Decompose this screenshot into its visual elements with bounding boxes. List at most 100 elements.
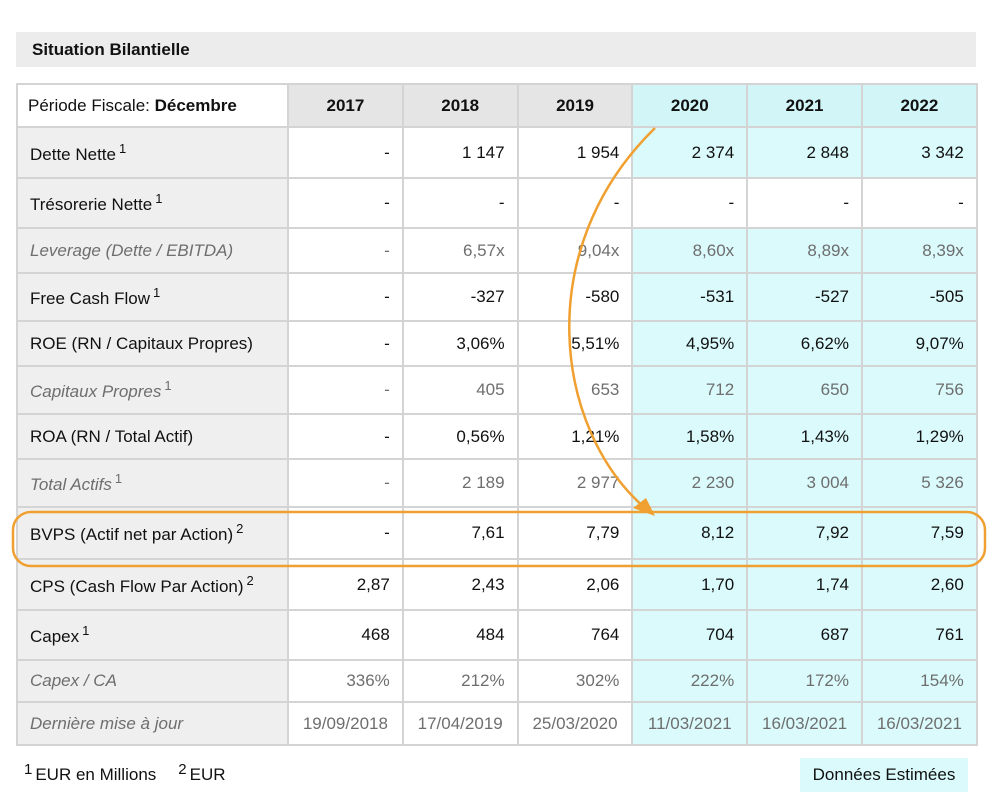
value-cell: 16/03/2021 (746, 701, 863, 746)
value-cell: 9,04x (516, 227, 634, 274)
value-cell: 484 (401, 609, 519, 661)
value-cell: 2 189 (401, 458, 519, 508)
table-row: Dette Nette 1-1 147 1 954 2 374 2 848 3 342 (16, 126, 978, 179)
value-cell: 8,39x (860, 227, 978, 274)
value-cell: 2,87 (287, 558, 404, 611)
value-cell: 468 (287, 609, 404, 661)
value-cell: 19/09/2018 (287, 701, 404, 746)
value-cell: 7,61 (401, 506, 519, 560)
row-label-cell: BVPS (Actif net par Action) 2 (16, 506, 289, 560)
value-cell: - (401, 177, 519, 229)
value-cell: 9,07% (860, 320, 978, 367)
value-cell: 212% (401, 659, 519, 703)
footnote-2-mark: 2 (178, 761, 187, 778)
footnote-marker: 1 (119, 140, 127, 156)
value-cell: 2 230 (631, 458, 749, 508)
row-label-cell: Leverage (Dette / EBITDA) (16, 227, 289, 274)
row-label: CPS (Cash Flow Par Action) (30, 576, 244, 596)
footnote-marker: 1 (82, 623, 90, 638)
table-row: ROE (RN / Capitaux Propres) -3,06% 5,51% 4,… (16, 320, 978, 367)
value-cell: 2,43 (401, 558, 519, 611)
row-label-cell: ROE (RN / Capitaux Propres) (16, 320, 289, 367)
value-cell: 11/03/2021 (631, 701, 749, 746)
value-cell: 5,51% (516, 320, 634, 367)
value-cell: 764 (516, 609, 634, 661)
table-row: Trésorerie Nette 1- - - - - - (16, 177, 978, 229)
value-cell: - (746, 177, 863, 229)
value-cell: 0,56% (401, 413, 519, 460)
value-cell: - (516, 177, 634, 229)
year-header: 2018 (401, 83, 519, 128)
value-cell: 650 (746, 365, 863, 415)
fiscal-period-cell: Période Fiscale: Décembre (16, 83, 289, 128)
value-cell: 2 977 (516, 458, 634, 508)
row-label: Leverage (Dette / EBITDA) (30, 240, 234, 260)
value-cell: 3,06% (401, 320, 519, 367)
value-cell: -327 (401, 272, 519, 322)
value-cell: - (287, 506, 404, 560)
value-cell: 1,43% (746, 413, 863, 460)
value-cell: - (287, 365, 404, 415)
value-cell: - (287, 272, 404, 322)
value-cell: 2 374 (631, 126, 749, 179)
value-cell: 302% (516, 659, 634, 703)
value-cell: 405 (401, 365, 519, 415)
value-cell: 1,21% (516, 413, 634, 460)
value-cell: 8,89x (746, 227, 863, 274)
value-cell: 3 004 (746, 458, 863, 508)
table-row: CPS (Cash Flow Par Action) 2 2,87 2,43 2,06 1… (16, 558, 978, 611)
footnote-2-text: EUR (189, 765, 226, 784)
value-cell: -505 (860, 272, 978, 322)
footnote-marker: 1 (155, 191, 163, 206)
row-label: Trésorerie Nette (30, 195, 153, 214)
footnote-marker: 1 (152, 285, 161, 300)
section-header: Situation Bilantielle (16, 32, 976, 67)
value-cell: 756 (860, 365, 978, 415)
value-cell: 653 (516, 365, 634, 415)
table-row: Free Cash Flow 1- -327 -580 -531 -527 -505 (16, 272, 978, 322)
row-label-cell: Capitaux Propres 1 (16, 365, 289, 415)
row-label-cell: Free Cash Flow 1 (16, 272, 289, 322)
value-cell: -531 (631, 272, 749, 322)
table-row: Capex / CA 336% 212% 302% 222% 172% 154% (16, 659, 978, 703)
footnote-marker: 1 (164, 378, 172, 393)
value-cell: 172% (746, 659, 863, 703)
row-label-cell: Capex / CA (16, 659, 289, 703)
footnote-marker: 1 (114, 471, 123, 486)
table-row: BVPS (Actif net par Action) 2-7,61 7,79 8,1… (16, 506, 978, 560)
value-cell: 2,60 (860, 558, 978, 611)
value-cell: 1,74 (746, 558, 863, 611)
value-cell: - (287, 227, 404, 274)
value-cell: 761 (860, 609, 978, 661)
footnote-marker: 2 (236, 521, 244, 536)
row-label-cell: Total Actifs 1 (16, 458, 289, 508)
value-cell: 712 (631, 365, 749, 415)
row-label-cell: Dernière mise à jour (16, 701, 289, 746)
footnotes: 1 EUR en Millions 2 EUR (24, 761, 226, 785)
year-header-estimated: 2022 (860, 83, 978, 128)
row-label-cell: Dette Nette 1 (16, 126, 289, 179)
value-cell: - (287, 177, 404, 229)
value-cell: 7,59 (860, 506, 978, 560)
balance-sheet-table: Période Fiscale: Décembre 2017 2018 2019… (16, 83, 978, 746)
value-cell: - (287, 413, 404, 460)
value-cell: -527 (746, 272, 863, 322)
year-header-estimated: 2021 (746, 83, 863, 128)
table-row: Leverage (Dette / EBITDA) -6,57x 9,04x 8,60… (16, 227, 978, 274)
value-cell: - (631, 177, 749, 229)
row-label: BVPS (Actif net par Action) (30, 525, 234, 544)
value-cell: 1,29% (860, 413, 978, 460)
value-cell: 5 326 (860, 458, 978, 508)
table-row: Capitaux Propres 1-405 653 712 650 756 (16, 365, 978, 415)
table-row: Total Actifs 1-2 189 2 977 2 230 3 004 5 326 (16, 458, 978, 508)
value-cell: 1,58% (631, 413, 749, 460)
value-cell: -580 (516, 272, 634, 322)
value-cell: 2,06 (516, 558, 634, 611)
row-label: Free Cash Flow (30, 289, 150, 308)
row-label: Capitaux Propres (30, 382, 162, 401)
section-title: Situation Bilantielle (32, 40, 190, 59)
footnote-1-text: EUR en Millions (35, 765, 157, 784)
footnote-1-mark: 1 (24, 761, 33, 778)
value-cell: 1,70 (631, 558, 749, 611)
row-label-cell: Trésorerie Nette 1 (16, 177, 289, 229)
